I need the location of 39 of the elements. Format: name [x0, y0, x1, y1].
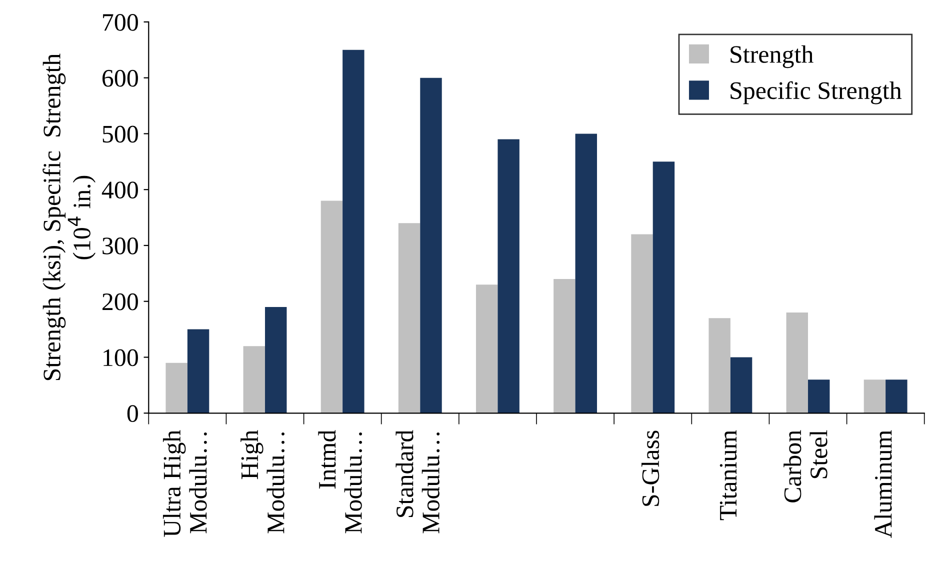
- bar: [420, 78, 442, 414]
- bar: [864, 380, 886, 414]
- y-tick-label: 200: [102, 293, 138, 310]
- x-tick-label: High Modulu…: [240, 430, 284, 534]
- bar: [652, 162, 675, 414]
- bar: [554, 279, 576, 414]
- x-tick-label: S-Glass: [642, 430, 660, 506]
- bar: [320, 200, 343, 414]
- x-tick-label: Titanium: [720, 430, 737, 520]
- bar: [342, 50, 364, 414]
- y-tick-label: 300: [102, 238, 138, 254]
- bar: [786, 312, 808, 414]
- bar: [575, 134, 598, 414]
- y-tick-label: 0: [127, 405, 138, 422]
- bar: [398, 223, 420, 414]
- bar: [808, 380, 830, 414]
- bar: [631, 234, 653, 414]
- bar: [886, 380, 908, 414]
- x-tick-label: Aluminum: [874, 430, 892, 538]
- legend-label: Strength: [730, 45, 814, 68]
- legend-label: Specific Strength: [730, 81, 902, 104]
- bar: [264, 306, 287, 414]
- y-axis-title: Strength (ksi), Specific Strength (10$^{4}$ in.): [42, 54, 96, 380]
- bar: [476, 284, 498, 414]
- y-tick-label: 500: [102, 126, 138, 143]
- y-tick-label: 700: [103, 14, 138, 31]
- bar: [730, 357, 752, 414]
- bar: [498, 139, 520, 414]
- y-tick-label: 400: [102, 182, 138, 199]
- bar: [708, 318, 730, 414]
- x-tick-label: Intmd Modulu…: [318, 430, 362, 534]
- y-tick-label: 600: [102, 70, 138, 87]
- y-tick-label: 100: [104, 349, 138, 366]
- bar: [166, 362, 188, 414]
- x-tick-label: Carbon Steel: [784, 430, 828, 502]
- bar: [243, 346, 265, 414]
- x-tick-label: Ultra High Modulu…: [162, 430, 207, 537]
- bar: [187, 329, 210, 414]
- x-tick-label: Standard Modulu…: [396, 430, 440, 534]
